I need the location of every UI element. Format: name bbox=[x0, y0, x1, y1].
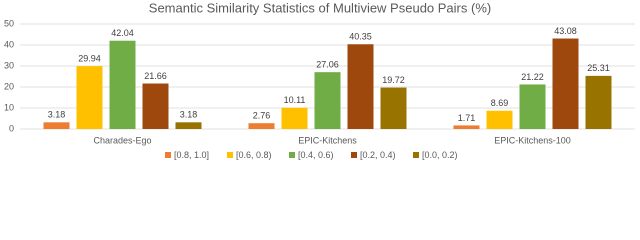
bar bbox=[347, 44, 374, 129]
data-label: 3.18 bbox=[48, 110, 66, 120]
bar bbox=[109, 40, 136, 129]
data-label: 1.71 bbox=[458, 113, 476, 123]
bar bbox=[380, 87, 407, 129]
data-label: 10.11 bbox=[284, 95, 306, 105]
data-label: 19.72 bbox=[382, 75, 405, 85]
chart: Semantic Similarity Statistics of Multiv… bbox=[4, 0, 635, 160]
y-tick-label: 30 bbox=[4, 60, 14, 70]
bar bbox=[519, 84, 546, 129]
legend-label: [0.2, 0.4) bbox=[360, 150, 396, 160]
legend-swatch bbox=[351, 152, 357, 158]
bar bbox=[248, 123, 275, 129]
data-label: 40.35 bbox=[349, 32, 372, 42]
legend-label: [0.0, 0.2) bbox=[422, 150, 458, 160]
bar bbox=[281, 107, 308, 129]
legend-label: [0.4, 0.6) bbox=[298, 150, 334, 160]
y-tick-label: 10 bbox=[4, 102, 14, 112]
data-label: 25.31 bbox=[587, 63, 610, 73]
data-label: 27.06 bbox=[316, 60, 339, 70]
data-label: 29.94 bbox=[78, 54, 101, 64]
x-tick-label: EPIC-Kitchens-100 bbox=[494, 135, 571, 145]
legend-swatch bbox=[165, 152, 171, 158]
bar bbox=[453, 125, 480, 129]
data-label: 21.22 bbox=[521, 72, 544, 82]
legend-swatch bbox=[289, 152, 295, 158]
bar bbox=[76, 66, 103, 129]
chart-title: Semantic Similarity Statistics of Multiv… bbox=[149, 0, 491, 15]
y-tick-label: 20 bbox=[4, 81, 14, 91]
y-tick-label: 50 bbox=[4, 18, 14, 28]
legend-label: [0.6, 0.8) bbox=[236, 150, 272, 160]
x-tick-label: EPIC-Kitchens bbox=[298, 135, 357, 145]
x-tick-label: Charades-Ego bbox=[93, 135, 151, 145]
data-label: 2.76 bbox=[253, 111, 271, 121]
bar bbox=[552, 38, 579, 130]
bar bbox=[314, 72, 341, 129]
bar bbox=[486, 110, 513, 129]
data-label: 3.18 bbox=[180, 110, 198, 120]
data-label: 21.66 bbox=[144, 71, 167, 81]
legend-swatch bbox=[227, 152, 233, 158]
data-label: 8.69 bbox=[491, 98, 509, 108]
bar bbox=[43, 122, 70, 129]
bar bbox=[175, 122, 202, 129]
data-label: 42.04 bbox=[111, 28, 134, 38]
y-tick-label: 40 bbox=[4, 39, 14, 49]
legend-swatch bbox=[413, 152, 419, 158]
bar bbox=[585, 75, 612, 129]
bar bbox=[142, 83, 169, 129]
y-tick-label: 0 bbox=[9, 123, 14, 133]
data-label: 43.08 bbox=[554, 26, 577, 36]
legend-label: [0.8, 1.0] bbox=[174, 150, 209, 160]
